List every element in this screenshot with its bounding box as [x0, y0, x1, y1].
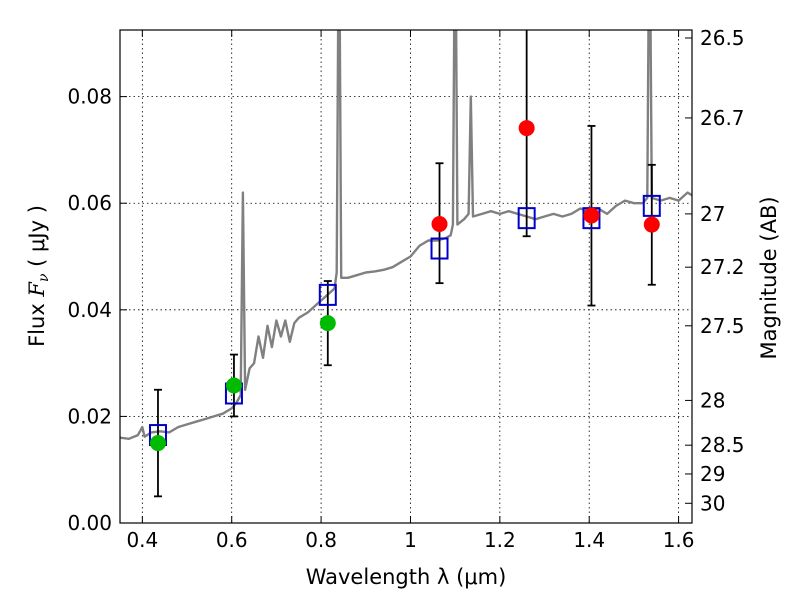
- observed-point: [518, 120, 535, 137]
- y-tick-label: 0.02: [67, 404, 112, 428]
- magnitude-tick-label: 27.2: [700, 255, 745, 279]
- x-tick-label: 1.6: [663, 528, 695, 552]
- y-axis-label-right: Magnitude (AB): [757, 196, 781, 359]
- x-tick-label: 1.2: [484, 528, 516, 552]
- x-tick-label: 1: [404, 528, 417, 552]
- markers: [148, 120, 661, 452]
- grid-lines: [120, 30, 692, 524]
- x-axis-label: Wavelength λ (μm): [306, 565, 507, 589]
- y-tick-label: 0.04: [67, 298, 112, 322]
- y-axis-left: 0.00 0.02 0.04 0.06 0.08: [67, 85, 127, 535]
- magnitude-tick-label: 27: [700, 202, 725, 226]
- y-tick-label: 0.00: [67, 511, 112, 535]
- magnitude-tick-label: 28.5: [700, 433, 745, 457]
- y-tick-label: 0.08: [67, 85, 112, 109]
- model-photometry-square: [642, 194, 661, 217]
- x-tick-label: 1.4: [573, 528, 605, 552]
- x-axis: 0.4 0.6 0.8 1 1.2 1.4 1.6: [126, 30, 695, 552]
- model-photometry-square: [517, 207, 536, 230]
- y-axis-label-left: Flux Fν ( μJy ): [25, 205, 52, 347]
- observed-point: [643, 216, 660, 233]
- magnitude-tick-label: 30: [700, 491, 725, 515]
- x-tick-label: 0.8: [305, 528, 337, 552]
- magnitude-tick-label: 27.5: [700, 314, 745, 338]
- plot-frame: [119, 29, 693, 524]
- observed-point: [431, 216, 448, 233]
- model-photometry-square: [430, 237, 449, 260]
- observed-point: [149, 435, 166, 452]
- plot-area: [120, 30, 692, 440]
- magnitude-tick-label: 26.7: [700, 106, 745, 130]
- error-bars: [153, 30, 656, 498]
- x-tick-label: 0.6: [216, 528, 248, 552]
- magnitude-tick-label: 26.5: [700, 26, 745, 50]
- model-photometry-square: [318, 283, 337, 306]
- spectrum-line: [120, 30, 692, 440]
- magnitude-tick-label: 28: [700, 388, 725, 412]
- magnitude-tick-label: 29: [700, 462, 725, 486]
- observed-point: [225, 377, 242, 394]
- y-axis-right: 26.5 26.7 27 27.2 27.5 28 28.5 29 30: [685, 26, 745, 515]
- observed-point: [583, 207, 600, 224]
- x-tick-label: 0.4: [126, 528, 158, 552]
- y-tick-label: 0.06: [67, 191, 112, 215]
- observed-point: [319, 315, 336, 332]
